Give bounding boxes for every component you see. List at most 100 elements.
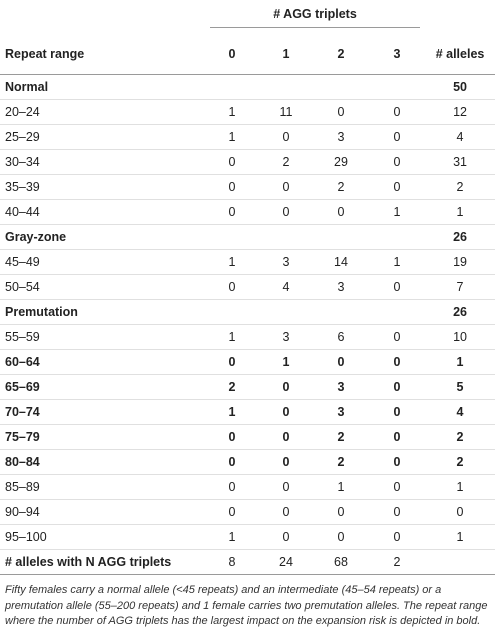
total-cell: 4 bbox=[425, 399, 495, 425]
count-cell: 0 bbox=[259, 474, 313, 500]
count-cell: 8 bbox=[205, 549, 259, 575]
total-cell: 50 bbox=[425, 74, 495, 100]
empty-cell bbox=[369, 224, 426, 250]
empty-cell bbox=[259, 299, 313, 325]
total-cell: 1 bbox=[425, 199, 495, 225]
count-cell: 0 bbox=[205, 174, 259, 200]
data-row: 55–59 1 3 6 0 10 bbox=[0, 324, 495, 350]
count-cell: 3 bbox=[259, 249, 313, 275]
data-row: 70–74 1 0 3 0 4 bbox=[0, 399, 495, 425]
count-cell: 3 bbox=[313, 374, 369, 400]
data-row: 90–94 0 0 0 0 0 bbox=[0, 499, 495, 525]
count-cell: 0 bbox=[369, 349, 426, 375]
total-cell: 4 bbox=[425, 124, 495, 150]
data-row: 45–49 1 3 14 1 19 bbox=[0, 249, 495, 275]
empty-cell bbox=[205, 224, 259, 250]
count-cell: 0 bbox=[369, 449, 426, 475]
count-cell: 11 bbox=[259, 99, 313, 125]
count-cell: 0 bbox=[369, 174, 426, 200]
count-cell: 0 bbox=[205, 424, 259, 450]
count-cell: 0 bbox=[205, 499, 259, 525]
total-cell: 7 bbox=[425, 274, 495, 300]
empty-cell bbox=[313, 224, 369, 250]
empty-cell bbox=[259, 74, 313, 100]
row-label: 70–74 bbox=[0, 399, 205, 425]
count-cell: 1 bbox=[205, 99, 259, 125]
row-label: 60–64 bbox=[0, 349, 205, 375]
count-cell: 68 bbox=[313, 549, 369, 575]
data-row: 25–29 1 0 3 0 4 bbox=[0, 124, 495, 150]
total-cell: 2 bbox=[425, 424, 495, 450]
column-header: 1 bbox=[259, 34, 313, 75]
row-label: 75–79 bbox=[0, 424, 205, 450]
data-row: 40–44 0 0 0 1 1 bbox=[0, 199, 495, 225]
count-cell: 2 bbox=[369, 549, 426, 575]
group-header: # AGG triplets bbox=[205, 0, 425, 34]
group-header-row: # AGG triplets bbox=[0, 0, 495, 34]
count-cell: 0 bbox=[259, 524, 313, 550]
table-body: Normal 50 20–24 1 11 0 0 12 25–29 1 0 3 0 4 30–34 0 2 29 0… bbox=[0, 74, 495, 575]
count-cell: 0 bbox=[369, 99, 426, 125]
total-cell: 19 bbox=[425, 249, 495, 275]
section-row: Premutation 26 bbox=[0, 299, 495, 325]
count-cell: 0 bbox=[259, 374, 313, 400]
row-label: 80–84 bbox=[0, 449, 205, 475]
table-note: Fifty females carry a normal allele (<45… bbox=[5, 584, 488, 627]
count-cell: 3 bbox=[259, 324, 313, 350]
row-label: # alleles with N AGG triplets bbox=[0, 549, 205, 575]
count-cell: 0 bbox=[369, 149, 426, 175]
data-row: 85–89 0 0 1 0 1 bbox=[0, 474, 495, 500]
row-label: 55–59 bbox=[0, 324, 205, 350]
column-header: 3 bbox=[369, 34, 426, 75]
row-label: 25–29 bbox=[0, 124, 205, 150]
data-table: # AGG triplets Repeat range 0 1 2 3 # al… bbox=[0, 0, 495, 575]
empty-cell bbox=[0, 0, 205, 34]
count-cell: 0 bbox=[369, 424, 426, 450]
count-cell: 0 bbox=[259, 399, 313, 425]
count-cell: 0 bbox=[205, 274, 259, 300]
total-cell: 1 bbox=[425, 474, 495, 500]
data-row: 75–79 0 0 2 0 2 bbox=[0, 424, 495, 450]
count-cell: 2 bbox=[313, 449, 369, 475]
total-cell: 2 bbox=[425, 174, 495, 200]
count-cell: 0 bbox=[313, 524, 369, 550]
count-cell: 0 bbox=[369, 499, 426, 525]
count-cell: 0 bbox=[369, 274, 426, 300]
column-header: # alleles bbox=[425, 34, 495, 75]
count-cell: 1 bbox=[369, 199, 426, 225]
count-cell: 0 bbox=[259, 424, 313, 450]
data-row: 35–39 0 0 2 0 2 bbox=[0, 174, 495, 200]
data-row: 95–100 1 0 0 0 1 bbox=[0, 524, 495, 550]
count-cell: 0 bbox=[205, 349, 259, 375]
row-label: 20–24 bbox=[0, 99, 205, 125]
row-label: 95–100 bbox=[0, 524, 205, 550]
row-label: 65–69 bbox=[0, 374, 205, 400]
total-cell: 26 bbox=[425, 299, 495, 325]
total-cell: 5 bbox=[425, 374, 495, 400]
count-cell: 2 bbox=[313, 174, 369, 200]
empty-cell bbox=[205, 299, 259, 325]
count-cell: 0 bbox=[259, 449, 313, 475]
count-cell: 0 bbox=[259, 499, 313, 525]
footer-row: # alleles with N AGG triplets 8 24 68 2 bbox=[0, 549, 495, 575]
total-cell: 26 bbox=[425, 224, 495, 250]
count-cell: 0 bbox=[259, 199, 313, 225]
row-label: 50–54 bbox=[0, 274, 205, 300]
section-row: Normal 50 bbox=[0, 74, 495, 100]
empty-cell bbox=[205, 74, 259, 100]
count-cell: 3 bbox=[313, 399, 369, 425]
count-cell: 1 bbox=[205, 124, 259, 150]
count-cell: 0 bbox=[313, 349, 369, 375]
count-cell: 1 bbox=[205, 249, 259, 275]
count-cell: 1 bbox=[313, 474, 369, 500]
count-cell: 0 bbox=[369, 474, 426, 500]
count-cell: 0 bbox=[313, 199, 369, 225]
empty-cell bbox=[259, 224, 313, 250]
data-row: 20–24 1 11 0 0 12 bbox=[0, 99, 495, 125]
data-row: 50–54 0 4 3 0 7 bbox=[0, 274, 495, 300]
count-cell: 1 bbox=[205, 324, 259, 350]
count-cell: 1 bbox=[259, 349, 313, 375]
count-cell: 4 bbox=[259, 274, 313, 300]
count-cell: 0 bbox=[369, 124, 426, 150]
data-row: 65–69 2 0 3 0 5 bbox=[0, 374, 495, 400]
